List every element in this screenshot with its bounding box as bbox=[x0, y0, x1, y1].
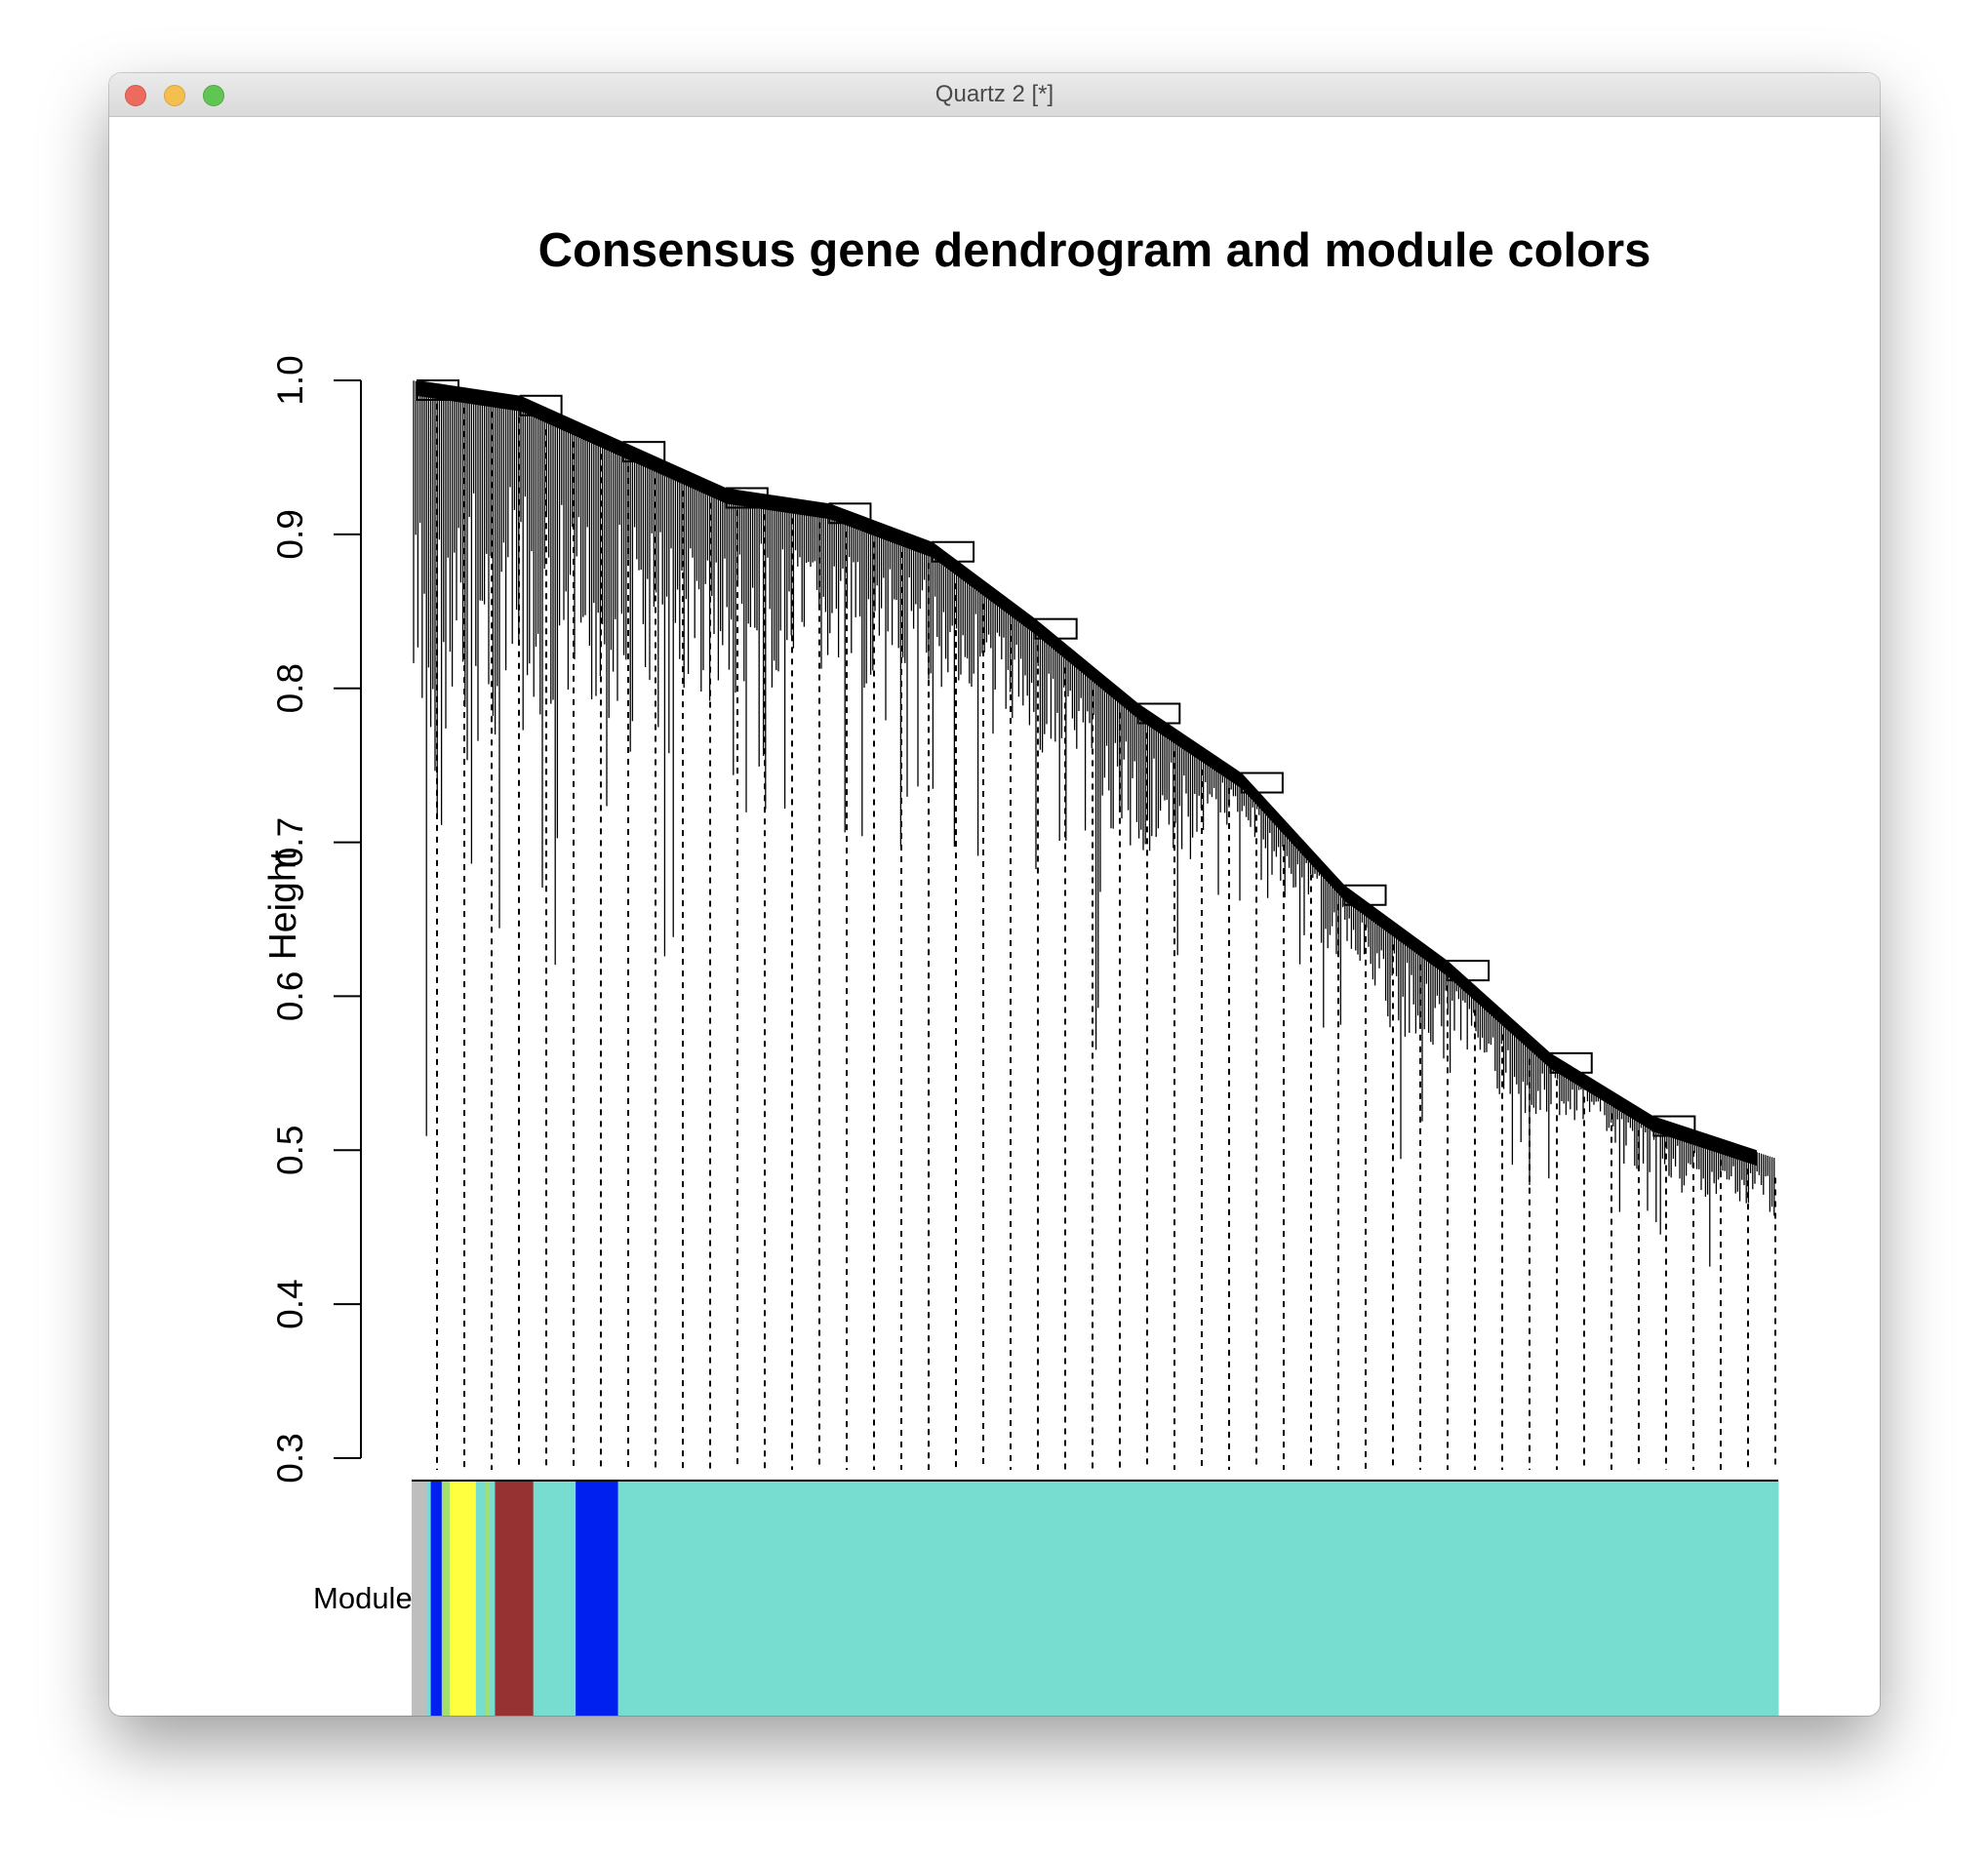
quartz-window: Quartz 2 [*] Consensus gene dendrogram a… bbox=[109, 73, 1880, 1716]
y-tick-label: 0.7 bbox=[270, 817, 310, 867]
module-color-segment bbox=[485, 1481, 491, 1716]
module-color-segment bbox=[430, 1481, 443, 1716]
module-color-segment bbox=[495, 1481, 535, 1716]
module-color-segment bbox=[489, 1481, 496, 1716]
module-color-segment bbox=[412, 1481, 427, 1716]
y-tick-label: 0.8 bbox=[270, 663, 310, 713]
y-tick-label: 0.5 bbox=[270, 1126, 310, 1175]
y-tick-label: 1.0 bbox=[270, 355, 310, 405]
title-bar[interactable]: Quartz 2 [*] bbox=[109, 73, 1880, 117]
y-tick-label: 0.6 bbox=[270, 971, 310, 1021]
chart-title: Consensus gene dendrogram and module col… bbox=[538, 224, 1651, 277]
module-color-segment bbox=[426, 1481, 432, 1716]
y-tick-label: 0.3 bbox=[270, 1433, 310, 1483]
leaf-guides bbox=[436, 403, 1776, 1470]
module-color-segment bbox=[475, 1481, 487, 1716]
module-color-segment bbox=[441, 1481, 451, 1716]
y-axis: 0.3 0.4 0.5 0.6 0.7 0.8 0.9 1.0 bbox=[270, 355, 362, 1483]
y-tick-label: 0.9 bbox=[270, 509, 310, 559]
minimize-button[interactable] bbox=[164, 85, 185, 106]
module-color-segment bbox=[576, 1481, 619, 1716]
window-title: Quartz 2 [*] bbox=[934, 81, 1054, 107]
module-color-segment bbox=[533, 1481, 577, 1716]
dendrogram-tree bbox=[413, 379, 1775, 1267]
module-color-segment bbox=[617, 1481, 1779, 1716]
module-color-segment bbox=[450, 1481, 477, 1716]
zoom-button[interactable] bbox=[203, 85, 224, 106]
dendrogram-plot: Consensus gene dendrogram and module col… bbox=[262, 224, 1779, 1716]
y-axis-label: Height bbox=[262, 850, 304, 960]
close-button[interactable] bbox=[125, 85, 146, 106]
y-tick-label: 0.4 bbox=[270, 1279, 310, 1328]
module-color-bar bbox=[412, 1480, 1779, 1716]
